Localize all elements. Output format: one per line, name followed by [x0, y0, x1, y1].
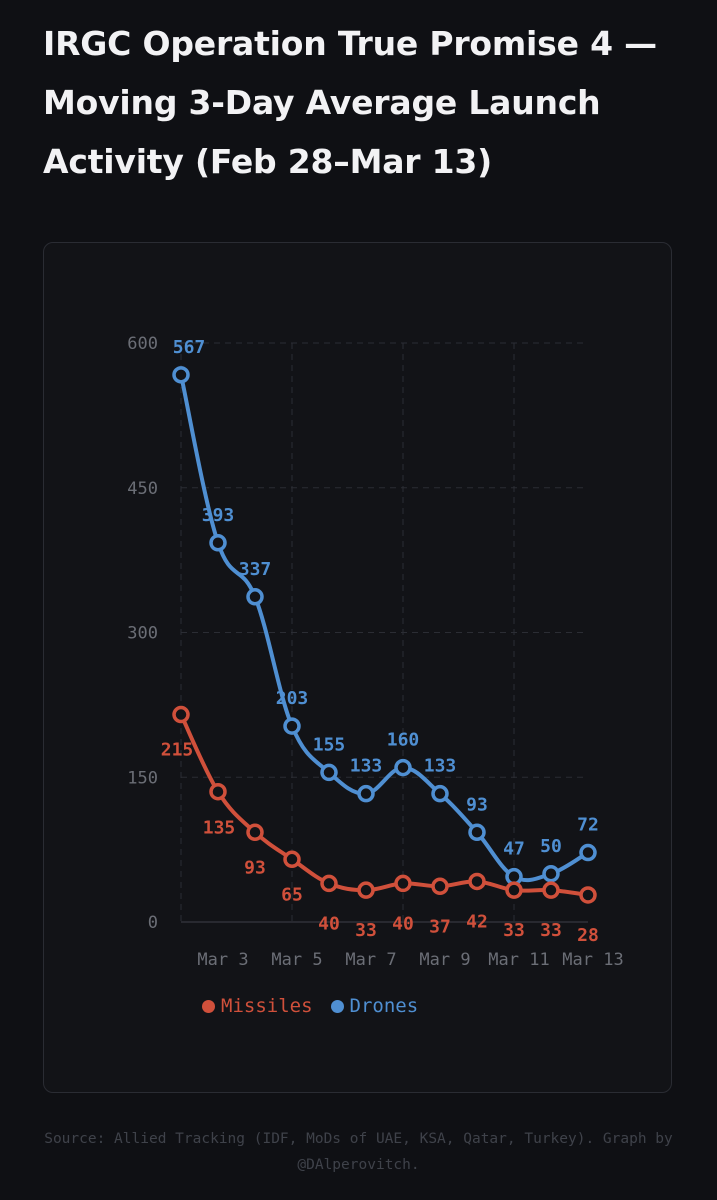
line-chart: 0 150 300 450 600 Mar 3 Mar 5 Mar 7 Mar 9 Mar 11 M… — [127, 334, 623, 970]
data-point-drones — [394, 758, 412, 777]
chart-title: IRGC Operation True Promise 4 — Moving 3… — [43, 24, 657, 181]
data-point-missiles — [283, 850, 301, 869]
data-point-missiles — [579, 886, 597, 904]
y-tick-label: 0 — [148, 913, 158, 933]
data-label-missiles: 33 — [503, 920, 525, 941]
data-point-missiles — [542, 881, 560, 899]
legend-swatch-missiles — [202, 999, 215, 1013]
data-point-missiles — [320, 874, 338, 893]
data-label-drones: 93 — [466, 794, 488, 815]
data-label-drones: 155 — [313, 734, 346, 755]
data-label-drones: 47 — [503, 839, 525, 860]
chart-card: 0 150 300 450 600 Mar 3 Mar 5 Mar 7 Mar 9 Mar 11 M… — [43, 242, 672, 1093]
data-point-missiles — [246, 823, 264, 842]
data-point-missiles — [431, 877, 449, 896]
data-label-missiles: 215 — [161, 740, 194, 761]
data-point-drones — [283, 717, 301, 735]
data-point-drones — [172, 366, 190, 384]
data-point-missiles — [505, 881, 523, 899]
x-tick-label: Mar 11 — [488, 950, 549, 970]
data-point-drones — [431, 784, 449, 803]
data-point-missiles — [468, 872, 486, 891]
data-label-missiles: 65 — [281, 884, 303, 905]
data-label-drones: 567 — [173, 337, 206, 358]
data-label-missiles: 93 — [244, 857, 266, 878]
data-label-missiles: 37 — [429, 916, 451, 937]
data-label-missiles: 28 — [577, 925, 599, 946]
legend-swatch-drones — [330, 999, 344, 1013]
y-tick-label: 150 — [127, 768, 158, 788]
data-label-missiles: 33 — [355, 920, 377, 941]
data-label-missiles: 40 — [318, 913, 340, 934]
series-line-missiles — [179, 712, 590, 897]
legend-label-missiles: Missiles — [221, 995, 313, 1017]
data-point-missiles — [172, 705, 190, 724]
x-tick-label: Mar 5 — [271, 950, 322, 970]
legend-item-drones[interactable]: Drones — [330, 995, 419, 1017]
data-label-drones: 72 — [577, 815, 599, 836]
data-point-drones — [209, 534, 227, 552]
legend-item-missiles[interactable]: Missiles — [202, 995, 313, 1017]
y-tick-label: 300 — [127, 624, 158, 644]
data-point-missiles — [394, 874, 412, 893]
x-tick-label: Mar 13 — [562, 950, 623, 970]
data-point-drones — [357, 784, 375, 803]
data-point-drones — [246, 588, 264, 606]
y-tick-label: 450 — [127, 479, 158, 499]
data-label-missiles: 135 — [203, 818, 236, 839]
series-line-drones — [179, 372, 590, 883]
data-label-drones: 160 — [387, 730, 420, 751]
data-label-drones: 203 — [276, 688, 309, 709]
data-label-drones: 393 — [202, 505, 235, 526]
data-label-missiles: 42 — [466, 911, 488, 932]
data-label-drones: 133 — [350, 756, 383, 777]
x-tick-label: Mar 3 — [197, 950, 248, 970]
data-point-drones — [542, 865, 560, 883]
data-label-drones: 133 — [424, 756, 457, 777]
data-label-missiles: 33 — [540, 920, 562, 941]
data-point-missiles — [357, 881, 375, 899]
data-label-missiles: 40 — [392, 913, 414, 934]
x-tick-label: Mar 9 — [419, 950, 470, 970]
x-tick-label: Mar 7 — [345, 950, 396, 970]
data-point-drones — [579, 843, 597, 862]
data-point-drones — [320, 763, 338, 782]
source-credit: Source: Allied Tracking (IDF, MoDs of UA… — [44, 1131, 673, 1173]
chart-legend: Missiles Drones — [202, 995, 436, 1017]
legend-label-drones: Drones — [349, 995, 419, 1017]
data-label-drones: 50 — [540, 836, 562, 857]
y-tick-label: 600 — [127, 334, 158, 354]
data-label-drones: 337 — [239, 559, 272, 580]
data-point-drones — [468, 823, 486, 842]
data-point-missiles — [209, 782, 227, 801]
